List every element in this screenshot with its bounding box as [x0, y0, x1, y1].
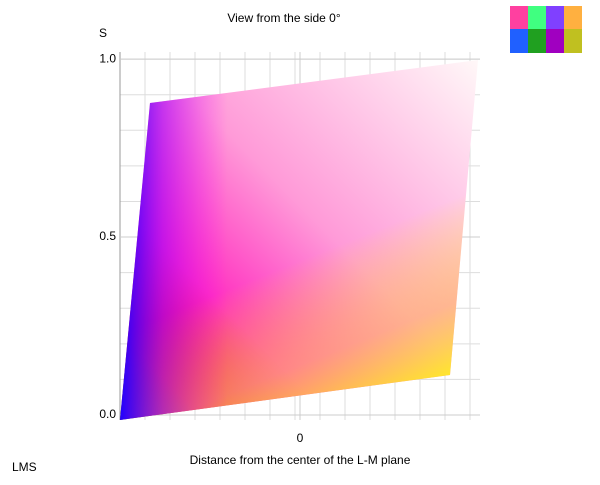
- x-axis-label: Distance from the center of the L-M plan…: [190, 453, 411, 467]
- color-solid: [120, 60, 478, 420]
- thumb-cell: [510, 6, 528, 29]
- color-space-label: LMS: [12, 460, 37, 474]
- y-tick-label: 0.5: [99, 229, 116, 243]
- thumb-cell: [546, 6, 564, 29]
- chart-title: View from the side 0°: [227, 11, 340, 25]
- thumbnail: [510, 6, 582, 53]
- x-tick-label: 0: [297, 431, 304, 445]
- thumb-cell: [564, 29, 582, 53]
- solid-face: [120, 60, 478, 420]
- y-tick-label: 1.0: [99, 51, 116, 65]
- thumb-cell: [510, 29, 528, 53]
- thumb-cell: [528, 6, 546, 29]
- y-tick-label: 0.0: [99, 407, 116, 421]
- thumb-cell: [528, 29, 546, 53]
- y-axis-label: S: [99, 26, 107, 40]
- thumb-cell: [546, 29, 564, 53]
- thumb-cell: [564, 6, 582, 29]
